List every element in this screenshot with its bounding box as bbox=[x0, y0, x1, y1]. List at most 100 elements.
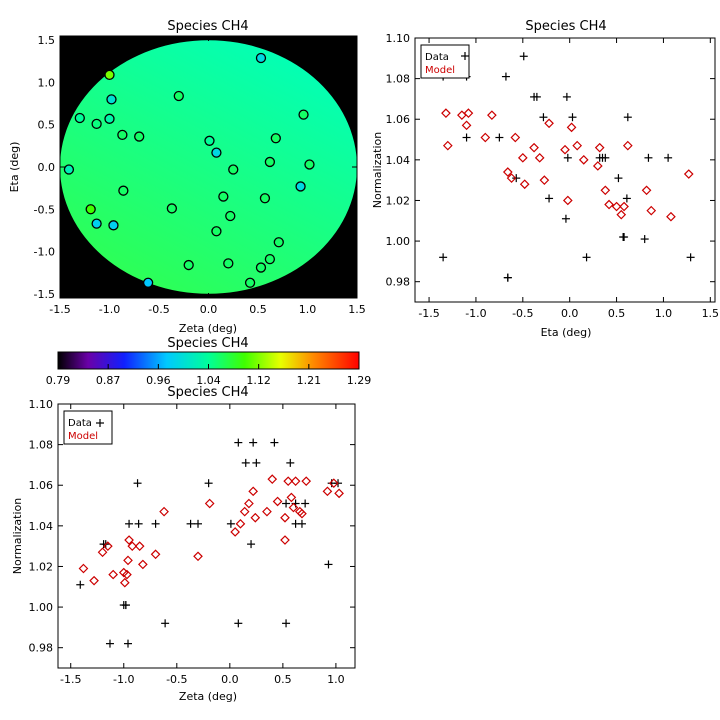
model-point bbox=[150, 549, 161, 560]
data-point bbox=[686, 253, 695, 262]
x-tick-label: -1.0 bbox=[99, 303, 120, 316]
model-point bbox=[641, 185, 652, 196]
data-point bbox=[561, 214, 570, 223]
model-point bbox=[235, 518, 246, 529]
colorbar-panel: Species CH4 0.79 0.87 0.96 1.04 1.12 1.21 1.29 bbox=[46, 336, 372, 387]
x-tick-label: 0.0 bbox=[221, 673, 239, 686]
model-point bbox=[562, 195, 573, 206]
data-point bbox=[151, 519, 160, 528]
model-point bbox=[119, 577, 130, 588]
map-title: Species CH4 bbox=[167, 19, 248, 34]
model-point bbox=[288, 502, 299, 513]
model-point bbox=[159, 506, 169, 517]
data-point bbox=[286, 458, 295, 467]
data-point bbox=[247, 540, 256, 549]
model-point bbox=[683, 169, 694, 179]
model-point bbox=[283, 476, 294, 487]
y-tick-label: 0.5 bbox=[38, 119, 56, 132]
model-point bbox=[461, 120, 472, 131]
x-tick-label: -0.5 bbox=[148, 303, 169, 316]
data-point bbox=[270, 438, 279, 447]
map-point bbox=[74, 112, 85, 124]
x-tick-label: 0.5 bbox=[608, 307, 626, 320]
map-x-axis-label: Zeta (deg) bbox=[179, 322, 237, 335]
map-point bbox=[211, 226, 222, 237]
x-tick-label: 1.0 bbox=[327, 673, 345, 686]
data-point bbox=[226, 519, 235, 528]
data-point bbox=[439, 253, 448, 262]
y-tick-label: 1.02 bbox=[29, 560, 54, 573]
data-point bbox=[186, 519, 195, 528]
map-point bbox=[183, 259, 194, 271]
map-point bbox=[166, 203, 178, 214]
data-point bbox=[125, 519, 134, 528]
model-point bbox=[280, 535, 290, 545]
zeta-title: Species CH4 bbox=[167, 385, 248, 400]
zeta-legend-model: Model bbox=[68, 431, 98, 442]
model-point bbox=[193, 551, 203, 562]
map-point bbox=[204, 135, 215, 146]
map-point bbox=[264, 253, 276, 265]
data-point bbox=[519, 52, 528, 61]
model-point bbox=[328, 478, 339, 489]
model-point bbox=[334, 488, 344, 499]
map-point bbox=[106, 94, 117, 105]
zeta-legend-box bbox=[63, 410, 113, 445]
data-point bbox=[462, 133, 471, 142]
x-tick-label: -1.5 bbox=[418, 307, 439, 320]
colorbar-tick-label: 1.12 bbox=[246, 374, 271, 387]
data-point bbox=[96, 419, 104, 427]
map-point-markers bbox=[63, 52, 315, 288]
map-x-ticks: -1.5 -1.0 -0.5 0.0 0.5 1.0 1.5 bbox=[49, 36, 366, 316]
map-point bbox=[264, 156, 276, 168]
colorbar-tick-label: 1.29 bbox=[347, 374, 372, 387]
x-tick-label: -0.5 bbox=[512, 307, 533, 320]
x-tick-label: 1.0 bbox=[655, 307, 673, 320]
y-tick-label: 1.04 bbox=[386, 154, 411, 167]
map-y-ticks: -1.5 -1.0 -0.5 0.0 0.5 1.0 1.5 bbox=[34, 34, 357, 301]
data-point bbox=[105, 639, 114, 648]
data-point bbox=[503, 273, 512, 282]
y-tick-label: -1.0 bbox=[34, 246, 55, 259]
data-point bbox=[461, 52, 469, 60]
model-point bbox=[566, 122, 577, 133]
model-point bbox=[239, 506, 250, 517]
model-point bbox=[89, 575, 99, 586]
y-tick-label: 1.0 bbox=[38, 76, 56, 89]
map-y-axis-label: Eta (deg) bbox=[8, 142, 21, 193]
x-tick-label: 1.5 bbox=[348, 303, 366, 316]
zeta-x-ticks: -1.5 -1.0 -0.5 0.0 0.5 1.0 bbox=[60, 404, 345, 686]
data-point bbox=[495, 133, 504, 142]
model-point bbox=[127, 541, 138, 552]
map-point bbox=[270, 133, 281, 144]
map-point bbox=[244, 277, 256, 288]
data-point bbox=[539, 113, 548, 122]
map-point bbox=[104, 113, 115, 124]
data-point bbox=[501, 72, 510, 81]
model-point bbox=[301, 476, 312, 487]
model-point bbox=[230, 527, 240, 537]
model-point bbox=[572, 140, 583, 151]
model-point bbox=[616, 209, 627, 220]
eta-legend-data: Data bbox=[425, 52, 449, 63]
map-point bbox=[211, 147, 222, 158]
map-panel: Species CH4 -1.5 -1.0 -0.5 0.0 0.5 1.0 1.5 -1.… bbox=[8, 19, 366, 335]
colorbar-tick-label: 1.04 bbox=[196, 374, 221, 387]
colorbar-title: Species CH4 bbox=[167, 336, 248, 351]
x-tick-label: -1.0 bbox=[113, 673, 134, 686]
model-point bbox=[619, 201, 629, 212]
data-point bbox=[282, 499, 291, 508]
y-tick-label: 1.5 bbox=[38, 34, 56, 47]
eta-scatter-panel: Species CH4 -1.5 -1.0 -0.5 0.0 0.5 1.0 1.5 0.9… bbox=[371, 19, 719, 339]
model-point bbox=[502, 167, 513, 177]
model-point bbox=[480, 132, 491, 143]
model-point bbox=[441, 108, 451, 118]
data-point bbox=[124, 639, 133, 648]
zeta-x-axis-label: Zeta (deg) bbox=[179, 690, 237, 703]
map-point bbox=[85, 204, 96, 215]
x-tick-label: -0.5 bbox=[166, 673, 187, 686]
model-point bbox=[286, 492, 297, 503]
model-point bbox=[290, 476, 301, 487]
map-point bbox=[118, 185, 129, 196]
colorbar-tick-label: 0.87 bbox=[96, 374, 121, 387]
